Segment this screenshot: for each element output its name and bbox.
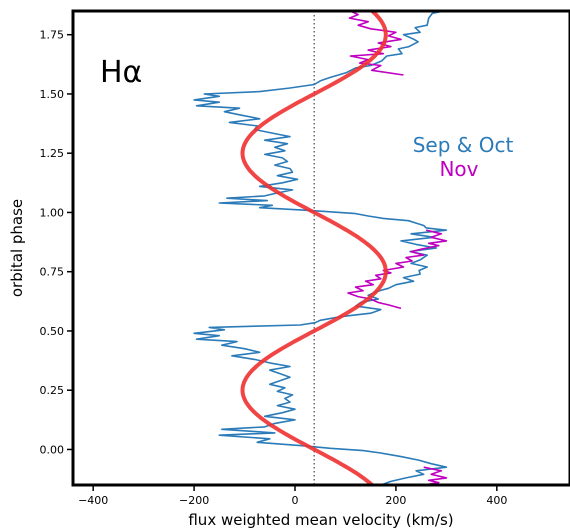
x-tick-label: 200: [385, 494, 406, 507]
y-tick-label: 1.25: [40, 147, 65, 160]
series-line-nov: [347, 11, 448, 485]
legend-entry-sep-oct: Sep & Oct: [413, 133, 514, 157]
model-curve: [240, 11, 388, 485]
y-tick-label: 0.75: [40, 266, 65, 279]
y-tick-label: 1.00: [40, 206, 65, 219]
axis-ticks: −400 −200 0 200 400 0.00 0.25 0.50 0.75 1.00 1.25 1…: [40, 29, 508, 507]
x-axis-title: flux weighted mean velocity (km/s): [188, 511, 453, 529]
plot-frame: [71, 9, 570, 487]
plot-area: [193, 11, 448, 485]
x-tick-label: −200: [179, 494, 209, 507]
y-tick-label: 0.25: [40, 384, 65, 397]
x-tick-label: −400: [78, 494, 108, 507]
y-tick-label: 0.50: [40, 325, 65, 338]
y-tick-label: 1.75: [40, 29, 65, 42]
y-tick-label: 0.00: [40, 443, 65, 456]
panel-label: Hα: [100, 55, 142, 90]
series-line-sep-oct: [193, 11, 448, 485]
y-tick-label: 1.50: [40, 88, 65, 101]
legend-entry-nov: Nov: [439, 157, 478, 181]
x-tick-label: 400: [486, 494, 507, 507]
x-tick-label: 0: [292, 494, 299, 507]
y-axis-title: orbital phase: [8, 199, 26, 297]
